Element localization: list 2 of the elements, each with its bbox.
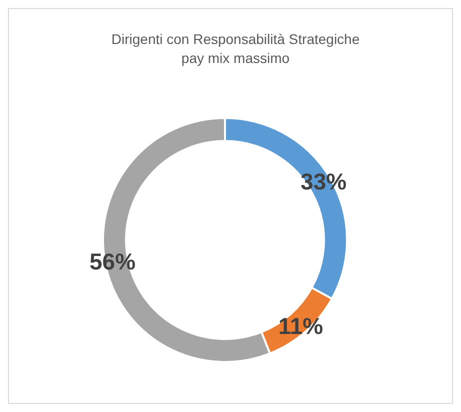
chart-title: Dirigenti con Responsabilità Strategiche pay mix massimo	[111, 31, 360, 66]
data-label: 56%	[90, 248, 136, 274]
